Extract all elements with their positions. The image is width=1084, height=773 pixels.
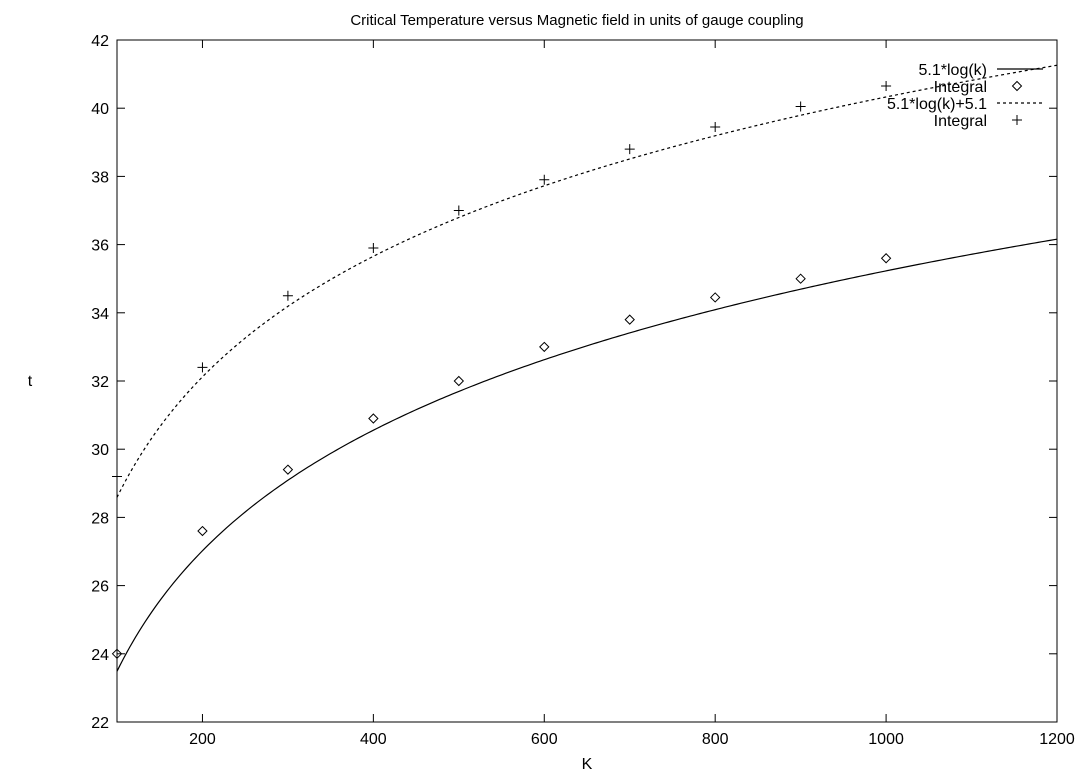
data-point-plus	[453, 205, 464, 216]
data-point-diamond	[453, 375, 465, 387]
data-point-plus	[881, 81, 892, 92]
data-point-diamond	[368, 413, 379, 424]
data-point-diamond	[197, 525, 208, 537]
data-point-diamond	[624, 314, 635, 325]
legend-swatch	[1012, 115, 1022, 125]
x-tick-label: 600	[531, 731, 558, 748]
data-point-plus	[539, 174, 550, 185]
data-point-plus	[710, 121, 721, 132]
series-2	[111, 253, 892, 660]
data-point-diamond	[539, 341, 550, 353]
y-tick-label: 38	[91, 169, 109, 186]
series-line	[116, 238, 1058, 672]
x-tick-label: 800	[702, 731, 729, 748]
series-4	[112, 81, 892, 482]
y-tick-label: 30	[91, 442, 109, 459]
data-point-plus	[282, 290, 293, 301]
series-line	[116, 64, 1058, 498]
data-point-diamond	[282, 464, 294, 475]
y-tick-label: 24	[91, 647, 109, 664]
y-tick-label: 32	[91, 374, 109, 391]
legend-label: Integral	[934, 113, 987, 130]
series-layer	[111, 64, 1058, 672]
data-point-diamond	[111, 648, 123, 660]
data-point-plus	[368, 243, 379, 254]
data-point-plus	[624, 144, 635, 155]
y-axis-label: t	[28, 373, 33, 390]
legend-label: Integral	[934, 79, 987, 96]
series-1	[116, 238, 1058, 672]
legend-swatch	[1011, 80, 1023, 92]
plot-frame	[116, 39, 1058, 723]
data-point-diamond	[709, 292, 721, 303]
x-tick-label: 200	[189, 731, 216, 748]
x-tick-label: 400	[360, 731, 387, 748]
x-tick-label: 1000	[868, 731, 904, 748]
data-point-plus	[112, 471, 122, 482]
y-tick-label: 42	[91, 33, 109, 50]
y-tick-label: 22	[91, 715, 109, 732]
legend-label: 5.1*log(k)+5.1	[887, 96, 987, 113]
data-point-diamond	[795, 273, 806, 284]
axis-ticks: 200 400 600 800 1000 1200 22 24 26 28 30 32 34 36 38 40…	[91, 33, 1075, 748]
data-point-plus	[795, 101, 806, 112]
chart-title: Critical Temperature versus Magnetic fie…	[350, 12, 803, 29]
x-tick-label: 1200	[1039, 731, 1075, 748]
y-tick-label: 40	[91, 101, 109, 118]
y-tick-label: 36	[91, 238, 109, 255]
y-tick-label: 26	[91, 579, 109, 596]
y-tick-label: 28	[91, 510, 109, 527]
data-point-plus	[197, 362, 208, 373]
series-3	[116, 64, 1058, 498]
y-tick-label: 34	[91, 306, 109, 323]
data-point-diamond	[880, 253, 892, 264]
legend-label: 5.1*log(k)	[919, 62, 987, 79]
x-axis-label: K	[582, 756, 593, 773]
